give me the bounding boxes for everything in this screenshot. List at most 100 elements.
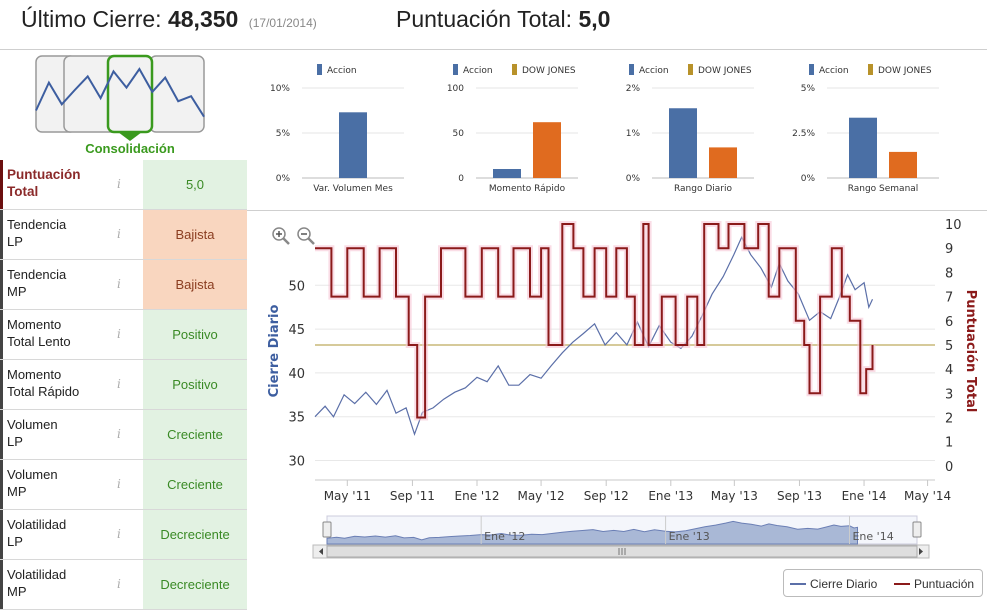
bar-dow-jones[interactable] [709,147,737,178]
indicator-name-line1: Momento [7,367,62,382]
indicator-name-line2: LP [7,534,23,549]
y-right-tick-label: 1 [945,436,953,451]
last-close-value: 48,350 [167,6,239,32]
x-tick-label: Ene '12 [455,489,500,503]
indicator-name-line1: Volumen [7,467,58,482]
consolidation-pattern-graphic [35,54,205,141]
y-tick-label: 0% [626,174,641,184]
x-tick-label: Sep '11 [390,489,435,503]
total-score-label: Puntuación Total: [396,6,573,32]
indicator-value: Bajista [143,210,247,259]
mini-chart-weekly-range: Accion DOW JONES 5% 2.5% 0% Rango Semanal [787,55,947,205]
y-right-tick-label: 7 [945,291,953,306]
indicator-name-line2: LP [7,434,23,449]
indicator-value: Creciente [143,460,247,509]
x-category-label: Rango Diario [674,184,733,194]
legend-label[interactable]: DOW JONES [522,66,576,76]
indicator-name-line1: Volatilidad [7,567,67,582]
indicator-value: 5,0 [143,160,247,209]
indicator-row: Volatilidad LP i Decreciente [0,510,247,560]
info-icon[interactable]: i [117,177,121,191]
indicator-name: Momento Total Rápido [0,360,143,409]
info-icon[interactable]: i [117,227,121,241]
y-left-tick-label: 45 [288,323,305,338]
indicator-row: Momento Total Lento i Positivo [0,310,247,360]
legend-label[interactable]: DOW JONES [698,66,752,76]
indicator-name: Tendencia LP [0,210,143,259]
scroll-left-arrow-icon[interactable] [319,548,323,555]
indicator-row: Tendencia LP i Bajista [0,210,247,260]
navigator-label: Ene '14 [852,530,893,543]
legend-swatch-dow-jones [868,64,873,75]
x-category-label: Rango Semanal [848,184,919,194]
y-tick-label: 0 [458,174,464,184]
info-icon[interactable]: i [117,277,121,291]
indicator-name: Momento Total Lento [0,310,143,359]
x-tick-label: May '13 [711,489,758,503]
y-right-tick-label: 3 [945,387,953,402]
scroll-right-arrow-icon[interactable] [919,548,923,555]
bar-accion[interactable] [493,169,521,178]
legend-label[interactable]: DOW JONES [878,66,932,76]
legend-price-swatch [790,583,806,585]
total-score: Puntuación Total: 5,0 [396,6,610,33]
info-icon[interactable]: i [117,377,121,391]
navigator-right-handle[interactable] [912,521,922,538]
last-close: Último Cierre: 48,350 (17/01/2014) [21,6,317,33]
indicator-value: Creciente [143,410,247,459]
y-right-tick-label: 0 [945,460,953,475]
pattern-sparkline [35,67,205,118]
y-left-tick-label: 40 [288,367,305,382]
legend-label[interactable]: Accion [463,66,493,76]
indicator-value: Positivo [143,310,247,359]
legend-score-swatch [894,583,910,585]
x-tick-label: Sep '12 [584,489,629,503]
indicator-name-line2: MP [7,584,27,599]
y-left-tick-label: 35 [288,411,305,426]
y-right-tick-label: 4 [945,363,953,378]
info-icon[interactable]: i [117,327,121,341]
indicator-row: Volatilidad MP i Decreciente [0,560,247,610]
x-tick-label: May '11 [324,489,371,503]
y-tick-label: 10% [270,84,290,94]
indicator-name-line1: Tendencia [7,267,67,282]
info-icon[interactable]: i [117,477,121,491]
legend-swatch-accion [809,64,814,75]
y-right-tick-label: 2 [945,412,953,427]
indicator-name-line1: Volumen [7,417,58,432]
pattern-panel-4 [149,55,205,133]
legend-score-label[interactable]: Puntuación [914,577,975,591]
y-right-tick-label: 5 [945,339,953,354]
bar-accion[interactable] [669,108,697,178]
bar-accion[interactable] [339,112,367,178]
info-icon[interactable]: i [117,427,121,441]
y-tick-label: 50 [453,129,465,139]
summary-header: Último Cierre: 48,350 (17/01/2014) Puntu… [0,0,987,50]
legend-label[interactable]: Accion [819,66,849,76]
bar-dow-jones[interactable] [889,151,917,178]
legend-label[interactable]: Accion [327,66,357,76]
legend-label[interactable]: Accion [639,66,669,76]
zoom-in-icon[interactable] [272,227,290,245]
navigator-left-handle[interactable] [322,521,332,538]
bar-dow-jones[interactable] [533,122,561,178]
bar-accion[interactable] [849,117,877,178]
y-left-axis-title: Cierre Diario [267,305,282,398]
last-close-date: (17/01/2014) [248,16,317,30]
navigator-label: Ene '12 [484,530,525,543]
y-tick-label: 0% [276,174,291,184]
zoom-out-icon[interactable] [297,227,315,245]
indicator-name: Volumen MP [0,460,143,509]
indicator-row: Volumen MP i Creciente [0,460,247,510]
indicator-value: Decreciente [143,510,247,559]
indicator-value: Bajista [143,260,247,309]
legend-swatch-accion [453,64,458,75]
info-icon[interactable]: i [117,577,121,591]
mini-chart-volume: Accion 10% 5% 0% Var. Volumen Mes [262,55,412,205]
indicator-name: Tendencia MP [0,260,143,309]
indicator-name: Volatilidad LP [0,510,143,559]
score-series-line[interactable] [315,223,874,419]
info-icon[interactable]: i [117,527,121,541]
legend-price-label[interactable]: Cierre Diario [810,577,878,591]
